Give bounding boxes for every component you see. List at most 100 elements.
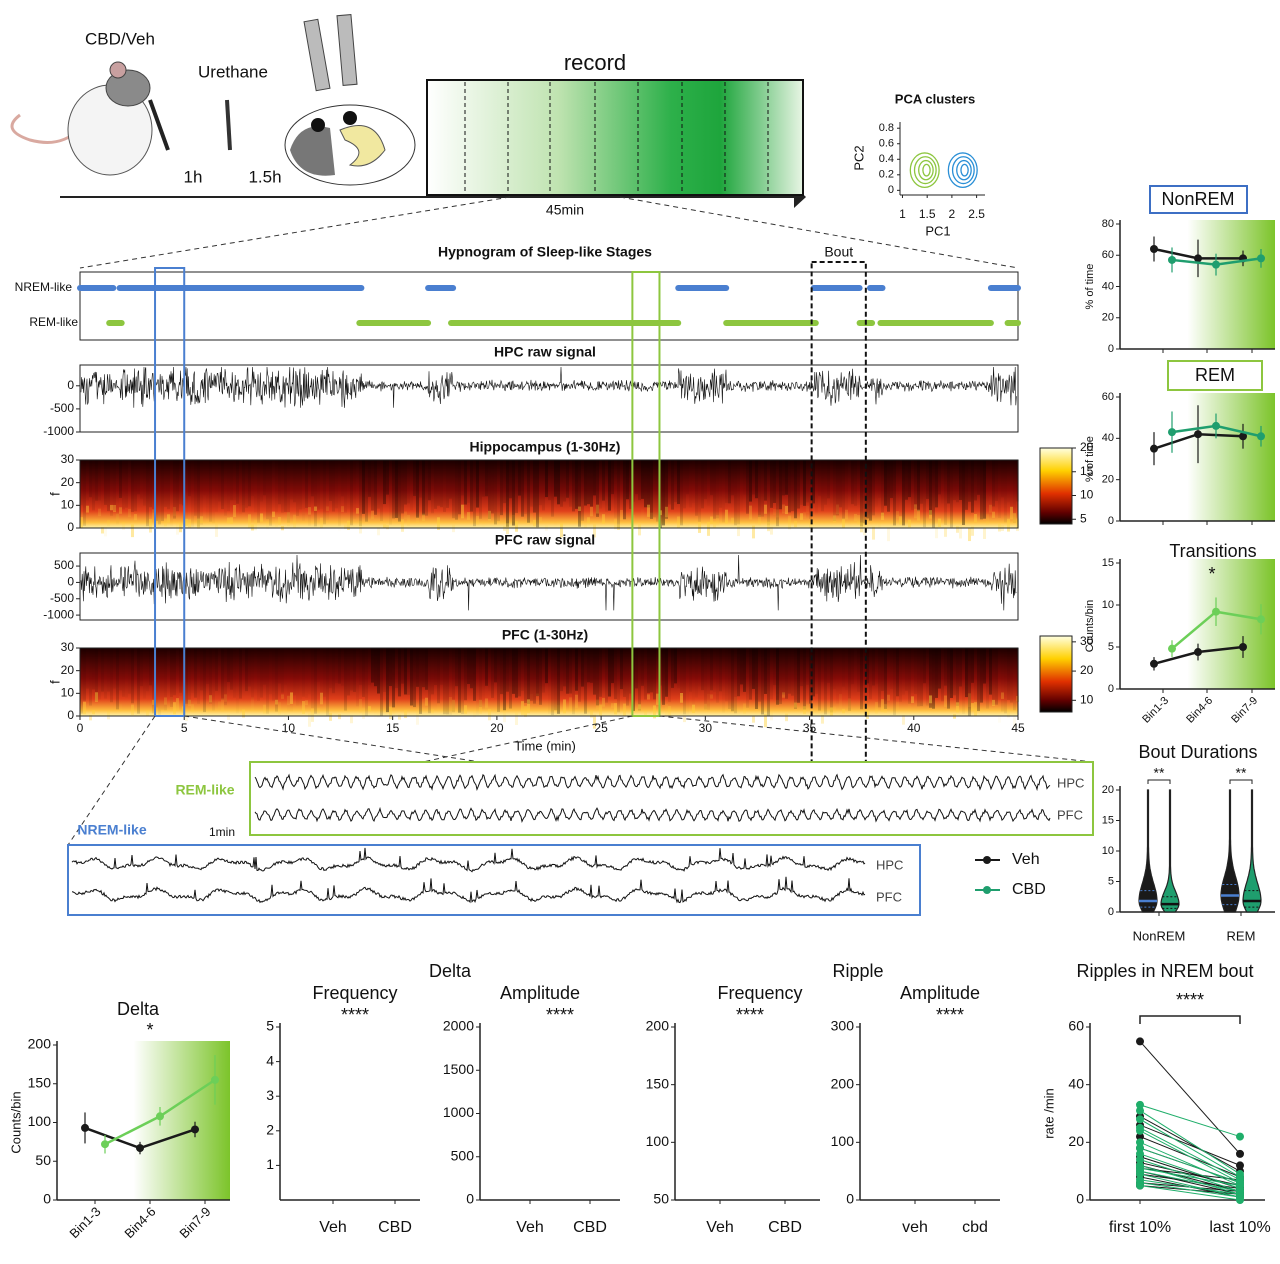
spectrogram-column [83, 701, 86, 715]
spectrogram-column [680, 692, 683, 703]
spectrogram-column [863, 460, 866, 524]
spectrogram-column [188, 699, 191, 707]
spectrogram-column [476, 460, 479, 508]
spectrogram-column [1010, 648, 1013, 703]
spectrogram-column [902, 648, 905, 695]
colorbar-tick-label: 10 [1080, 488, 1094, 502]
spectrogram-column [410, 648, 413, 706]
spectrogram-column [251, 648, 254, 700]
spectrogram-column [323, 460, 326, 525]
spectrogram-column [794, 520, 797, 528]
spectrogram-column [752, 460, 755, 495]
spectrogram-column [623, 648, 626, 697]
stage-label: REM-like [29, 315, 78, 329]
paired-line [1139, 1115, 1241, 1172]
inset-trace [71, 876, 866, 904]
spectrogram-column [359, 521, 362, 534]
spectrogram-column [383, 524, 386, 529]
spectrogram-column [599, 460, 602, 509]
spectrogram-column [485, 648, 488, 686]
cluster-contour [918, 159, 934, 181]
paired-line [1139, 1127, 1241, 1181]
spectrogram-column [137, 460, 140, 495]
spectrogram-column [206, 460, 209, 519]
spectrogram-column [818, 460, 821, 496]
spectrogram-column [590, 460, 593, 507]
significance-label: * [1208, 564, 1215, 584]
spectrogram-column [515, 712, 518, 725]
spectrogram-column [788, 515, 791, 530]
data-point [1236, 1181, 1244, 1190]
y-tick-label: 5 [266, 1018, 274, 1034]
spectrogram-column [992, 511, 995, 518]
spectrogram-column [821, 648, 824, 682]
spectrogram-column [773, 648, 776, 686]
spectrogram-column [524, 648, 527, 703]
spectrogram-column [119, 460, 122, 498]
x-tick-label: Bin1-3 [66, 1204, 103, 1241]
y-tick-label: 10 [61, 686, 75, 700]
bin-dividers [464, 82, 769, 193]
spectrogram-column [92, 460, 95, 511]
spectrogram-column [278, 648, 281, 684]
spectrogram-column [1004, 648, 1007, 714]
spectrogram-column [557, 648, 560, 714]
spectrogram-column [791, 460, 794, 512]
spectrogram-column [197, 460, 200, 527]
y-tick-label: 10 [61, 498, 75, 512]
spectrogram-column [146, 710, 149, 717]
spectrogram-column [383, 460, 386, 505]
spectrogram-column [1007, 518, 1010, 532]
spectrogram-column [767, 648, 770, 716]
spectrogram-column [407, 709, 410, 714]
spectrogram-column [392, 648, 395, 708]
spectrogram-column [956, 702, 959, 713]
electrode [336, 13, 358, 87]
spectrogram-column [101, 460, 104, 510]
spectrogram-column [455, 648, 458, 687]
spectrogram-column [902, 715, 905, 725]
spectrogram-column [935, 460, 938, 508]
spectrogram-column [644, 710, 647, 717]
spectrogram-column [938, 460, 941, 495]
spectrogram-column [671, 648, 674, 688]
spectrogram [80, 648, 1018, 716]
data-point [1150, 659, 1158, 668]
spectrogram-column [569, 697, 572, 711]
x-tick-label: CBD [378, 1219, 412, 1236]
colorbar-tick-label: 10 [1080, 692, 1094, 706]
spectrogram-column [173, 460, 176, 519]
spectrogram-column [614, 648, 617, 700]
data-point [101, 1140, 109, 1149]
channel-label: HPC [876, 857, 903, 872]
y-tick-label: 200 [28, 1036, 52, 1052]
spectrogram-column [131, 704, 134, 716]
zoom-connector [659, 715, 1094, 763]
cluster-contour [947, 152, 978, 188]
spectrogram-column [605, 460, 608, 512]
spectrogram-column [521, 460, 524, 517]
data-point [191, 1125, 199, 1134]
spectrogram-column [314, 460, 317, 527]
spectrogram-column [836, 460, 839, 516]
spectrogram-column [1013, 460, 1016, 523]
spectrogram-column [941, 648, 944, 702]
spectrogram-column [293, 514, 296, 529]
spectrogram-column [977, 460, 980, 495]
rem-inset [249, 761, 1094, 836]
spectrogram-column [560, 460, 563, 507]
spectrogram-column [887, 648, 890, 701]
y-tick-label: -1000 [43, 607, 74, 621]
significance-bracket [1139, 1015, 1241, 1024]
spectrogram-column [932, 460, 935, 528]
spectrogram-column [689, 648, 692, 692]
spectrogram-column [683, 648, 686, 715]
spectrogram-column [794, 648, 797, 709]
spectrogram-column [683, 460, 686, 509]
cluster-contour [909, 152, 940, 188]
spectrogram-column [392, 706, 395, 715]
y-tick-label: 100 [831, 1133, 855, 1149]
spectrogram-column [764, 504, 767, 514]
significance-label: * [146, 1020, 153, 1040]
zoom-connector [619, 196, 1019, 269]
